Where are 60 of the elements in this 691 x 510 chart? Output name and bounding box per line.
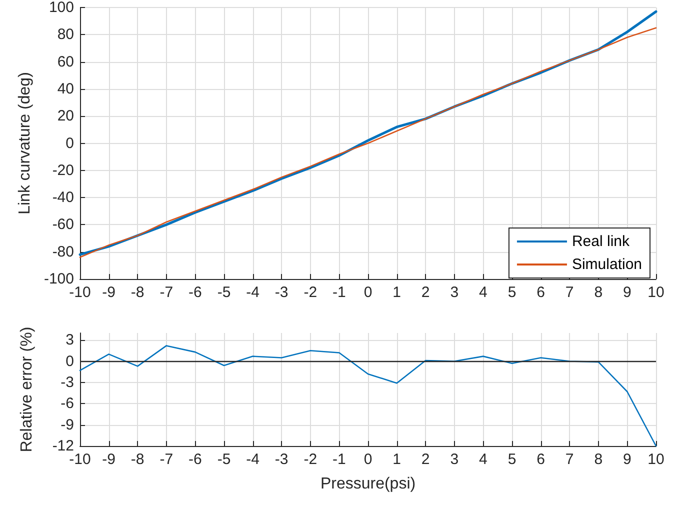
x-tick-label: -8 [130, 284, 144, 301]
x-tick-label: -2 [304, 451, 318, 468]
x-tick-label: -1 [332, 451, 346, 468]
x-tick-label: -2 [304, 284, 318, 301]
y-tick-label: -20 [52, 162, 74, 179]
x-tick-label: -7 [160, 284, 174, 301]
x-tick-label: -7 [160, 451, 174, 468]
y-tick-label: -9 [60, 416, 74, 434]
x-tick-label: 2 [421, 284, 430, 301]
y-axis-title: Relative error (%) [18, 326, 36, 452]
y-tick-label: 20 [57, 108, 74, 125]
y-tick-label: 3 [66, 332, 74, 349]
x-tick-label: 9 [623, 451, 632, 468]
x-tick-label: -5 [217, 451, 231, 468]
x-tick-label: -9 [102, 284, 116, 301]
y-tick-label: 100 [48, 0, 74, 16]
y-tick-label: -80 [52, 243, 74, 260]
x-tick-label: 0 [364, 451, 372, 468]
legend-label: Real link [572, 233, 630, 250]
x-tick-label: -6 [188, 451, 202, 468]
x-tick-label: -6 [188, 284, 202, 301]
x-tick-label: -8 [130, 451, 144, 468]
y-tick-label: -40 [52, 189, 74, 206]
x-tick-label: 9 [623, 284, 632, 301]
x-tick-label: 10 [648, 284, 664, 301]
x-tick-label: 3 [450, 284, 459, 301]
x-tick-label: 0 [364, 284, 372, 301]
x-tick-label: -1 [332, 284, 346, 301]
legend-label: Simulation [572, 256, 642, 273]
x-axis-title: Pressure(psi) [320, 476, 416, 492]
y-tick-label: 0 [66, 134, 74, 152]
y-tick-label: -60 [52, 216, 74, 234]
x-tick-label: 7 [565, 451, 574, 468]
x-tick-label: 4 [479, 451, 488, 468]
x-tick-label: 6 [536, 284, 545, 301]
x-tick-label: 1 [392, 284, 401, 301]
x-tick-label: 3 [450, 451, 459, 468]
x-tick-label: 10 [648, 451, 664, 468]
y-tick-label: 40 [57, 80, 74, 98]
x-tick-label: 6 [536, 451, 545, 468]
x-tick-label: 4 [479, 284, 488, 301]
y-tick-label: 60 [57, 53, 74, 70]
x-tick-label: 5 [508, 451, 516, 468]
y-tick-label: 80 [57, 26, 74, 44]
y-tick-label: -3 [60, 374, 74, 391]
x-tick-label: -4 [246, 284, 260, 301]
x-tick-label: 7 [565, 284, 574, 301]
x-tick-label: -4 [246, 451, 260, 468]
x-tick-label: 1 [392, 451, 401, 468]
y-tick-label: 0 [66, 352, 74, 370]
x-tick-label: 5 [508, 284, 516, 301]
x-tick-label: -3 [274, 451, 288, 468]
y-tick-label: -6 [60, 395, 74, 412]
x-tick-label: -3 [274, 284, 288, 301]
y-axis-title: Link curvature (deg) [16, 72, 34, 214]
x-tick-label: 2 [421, 451, 430, 468]
x-tick-label: 8 [594, 284, 603, 301]
x-tick-label: 8 [594, 451, 603, 468]
x-tick-label: -5 [217, 284, 231, 301]
x-tick-label: -9 [102, 451, 116, 468]
